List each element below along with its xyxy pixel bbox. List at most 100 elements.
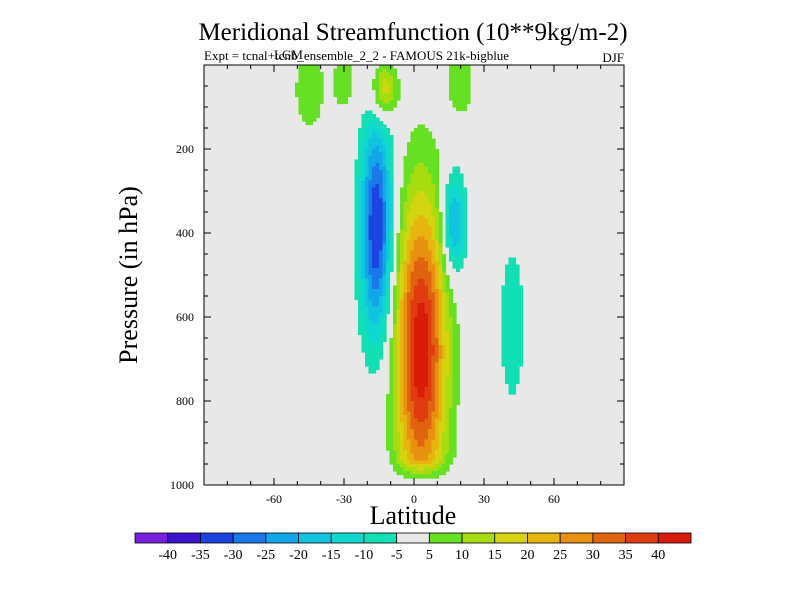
contour-cell — [386, 212, 391, 217]
contour-cell — [393, 82, 398, 87]
contour-cell — [372, 135, 377, 140]
contour-cell — [393, 450, 398, 455]
contour-cell — [424, 138, 429, 143]
contour-cell — [410, 439, 415, 444]
contour-cell — [386, 187, 391, 192]
colorbar-label: -20 — [289, 548, 308, 563]
contour-cell — [512, 271, 517, 276]
contour-cell — [354, 184, 359, 189]
contour-cell — [372, 191, 377, 196]
contour-cell — [428, 390, 433, 395]
contour-cell — [414, 345, 419, 350]
contour-cell — [424, 408, 429, 413]
contour-cell — [431, 145, 436, 150]
contour-cell — [375, 247, 380, 252]
contour-cell — [417, 457, 422, 462]
contour-cell — [410, 212, 415, 217]
contour-cell — [358, 128, 363, 133]
contour-cell — [344, 72, 349, 77]
contour-cell — [403, 289, 408, 294]
contour-cell — [403, 443, 408, 448]
contour-cell — [375, 289, 380, 294]
contour-cell — [407, 429, 412, 434]
contour-cell — [431, 289, 436, 294]
contour-cell — [428, 338, 433, 343]
contour-cell — [449, 432, 454, 437]
contour-cell — [368, 334, 373, 339]
contour-cell — [393, 348, 398, 353]
chart-season: DJF — [602, 50, 624, 65]
contour-cell — [396, 345, 401, 350]
contour-cell — [305, 96, 310, 101]
y-axis-label: Pressure (in hPa) — [114, 186, 143, 364]
contour-cell — [424, 212, 429, 217]
contour-cell — [445, 184, 450, 189]
contour-cell — [368, 229, 373, 234]
contour-cell — [407, 166, 412, 171]
contour-cell — [435, 425, 440, 430]
contour-cell — [368, 208, 373, 213]
contour-cell — [438, 341, 443, 346]
contour-cell — [512, 257, 517, 262]
contour-cell — [403, 474, 408, 479]
contour-cell — [417, 163, 422, 168]
contour-cell — [372, 338, 377, 343]
contour-cell — [463, 103, 468, 108]
contour-cell — [466, 93, 471, 98]
contour-cell — [431, 166, 436, 171]
contour-cell — [365, 145, 370, 150]
contour-cell — [505, 271, 510, 276]
contour-cell — [393, 425, 398, 430]
contour-cell — [449, 369, 454, 374]
contour-cell — [435, 310, 440, 315]
contour-cell — [365, 334, 370, 339]
contour-cell — [452, 408, 457, 413]
contour-cell — [389, 254, 394, 259]
contour-cell — [417, 138, 422, 143]
contour-cell — [428, 194, 433, 199]
contour-cell — [400, 233, 405, 238]
contour-cell — [396, 383, 401, 388]
contour-cell — [424, 152, 429, 157]
contour-cell — [414, 303, 419, 308]
contour-cell — [368, 226, 373, 231]
contour-cell — [428, 170, 433, 175]
contour-cell — [456, 387, 461, 392]
contour-cell — [449, 327, 454, 332]
contour-cell — [505, 369, 510, 374]
contour-cell — [463, 194, 468, 199]
contour-cell — [375, 194, 380, 199]
contour-cell — [400, 226, 405, 231]
contour-cell — [512, 313, 517, 318]
contour-cell — [333, 86, 338, 91]
contour-cell — [417, 436, 422, 441]
contour-cell — [452, 418, 457, 423]
contour-cell — [414, 324, 419, 329]
contour-cell — [452, 355, 457, 360]
contour-cell — [337, 75, 342, 80]
contour-cell — [386, 96, 391, 101]
contour-cell — [431, 177, 436, 182]
contour-cell — [368, 149, 373, 154]
contour-cell — [365, 205, 370, 210]
contour-cell — [361, 114, 366, 119]
contour-cell — [410, 247, 415, 252]
contour-cell — [386, 404, 391, 409]
contour-cell — [456, 345, 461, 350]
contour-cell — [452, 401, 457, 406]
contour-cell — [393, 100, 398, 105]
contour-cell — [424, 362, 429, 367]
contour-cell — [403, 411, 408, 416]
contour-cell — [368, 359, 373, 364]
colorbar-label: -25 — [256, 548, 275, 563]
contour-cell — [445, 341, 450, 346]
contour-cell — [393, 345, 398, 350]
contour-cell — [449, 292, 454, 297]
contour-cell — [435, 180, 440, 185]
contour-cell — [410, 205, 415, 210]
contour-cell — [417, 387, 422, 392]
contour-cell — [449, 443, 454, 448]
contour-cell — [508, 383, 513, 388]
contour-cell — [438, 299, 443, 304]
contour-cell — [379, 121, 384, 126]
